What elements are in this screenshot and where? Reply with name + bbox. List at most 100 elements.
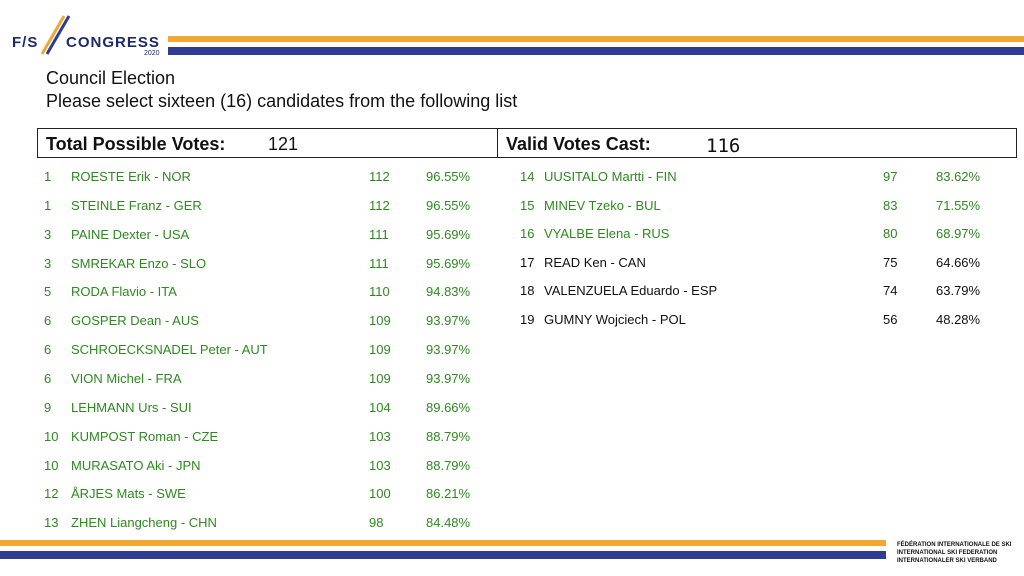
candidate-percentage: 68.97% xyxy=(936,226,981,241)
candidate-rank: 6 xyxy=(44,313,52,329)
candidate-rank: 1 xyxy=(44,169,52,184)
candidate-row: 5 RODA Flavio - ITA 110 94.83% xyxy=(0,284,1024,302)
candidate-row: 1 ROESTE Erik - NOR 112 96.55% xyxy=(0,169,1024,187)
candidate-name: MURASATO Aki - JPN xyxy=(71,457,201,473)
total-possible-votes-box: Total Possible Votes: 121 xyxy=(37,128,498,158)
candidate-name: VION Michel - FRA xyxy=(71,370,182,386)
candidate-name: SMREKAR Enzo - SLO xyxy=(71,255,207,271)
candidate-row: 6 VION Michel - FRA 109 93.97% xyxy=(0,371,1024,389)
candidate-percentage: 63.79% xyxy=(936,283,981,298)
candidate-percentage: 96.55% xyxy=(426,197,471,213)
candidate-row: 6 GOSPER Dean - AUS 109 93.97% xyxy=(0,313,1024,331)
candidate-rank: 10 xyxy=(44,457,59,473)
candidate-row: 14 UUSITALO Martti - FIN 97 83.62% xyxy=(0,169,1024,187)
candidate-votes: 109 xyxy=(369,313,391,329)
candidate-rank: 13 xyxy=(44,515,59,531)
candidate-votes: 103 xyxy=(369,457,391,473)
candidate-row: 19 GUMNY Wojciech - POL 56 48.28% xyxy=(0,312,1024,330)
candidate-rank: 3 xyxy=(44,226,52,242)
candidate-row: 10 MURASATO Aki - JPN 103 88.79% xyxy=(0,458,1024,476)
candidate-name: LEHMANN Urs - SUI xyxy=(71,399,192,415)
candidate-votes: 97 xyxy=(883,169,898,184)
candidate-percentage: 95.69% xyxy=(426,226,471,242)
candidate-name: GUMNY Wojciech - POL xyxy=(544,311,686,327)
candidate-name: STEINLE Franz - GER xyxy=(71,197,202,213)
top-blue-stripe xyxy=(168,47,1024,55)
logo-congress-text: CONGRESS xyxy=(66,34,160,51)
candidate-name: ÅRJES Mats - SWE xyxy=(71,486,186,502)
page-subtitle: Please select sixteen (16) candidates fr… xyxy=(46,91,518,111)
candidate-row: 3 PAINE Dexter - USA 111 95.69% xyxy=(0,227,1024,245)
candidate-percentage: 94.83% xyxy=(426,284,471,300)
candidate-rank: 10 xyxy=(44,428,59,444)
page-title: Council Election xyxy=(46,68,176,88)
candidate-percentage: 93.97% xyxy=(426,313,471,329)
candidate-row: 9 LEHMANN Urs - SUI 104 89.66% xyxy=(0,400,1024,418)
candidate-percentage: 48.28% xyxy=(936,311,981,327)
page-heading: Council Election Please select sixteen (… xyxy=(46,67,517,113)
ski-tracks-logo-icon xyxy=(40,15,71,55)
candidate-votes: 109 xyxy=(369,342,391,358)
candidate-percentage: 93.97% xyxy=(426,370,471,386)
candidate-rank: 12 xyxy=(44,486,59,502)
candidate-row: 3 SMREKAR Enzo - SLO 111 95.69% xyxy=(0,256,1024,274)
candidate-votes: 111 xyxy=(369,255,389,271)
candidate-rank: 18 xyxy=(520,283,535,298)
candidate-name: VALENZUELA Eduardo - ESP xyxy=(544,283,718,298)
candidate-votes: 75 xyxy=(883,254,898,270)
candidate-row: 15 MINEV Tzeko - BUL 83 71.55% xyxy=(0,198,1024,216)
candidate-votes: 98 xyxy=(369,515,384,531)
candidate-rank: 9 xyxy=(44,399,52,415)
candidate-name: PAINE Dexter - USA xyxy=(71,226,190,242)
candidate-votes: 104 xyxy=(369,399,391,415)
candidate-name: READ Ken - CAN xyxy=(544,254,646,270)
candidate-percentage: 88.79% xyxy=(426,428,471,444)
candidate-votes: 74 xyxy=(883,283,898,298)
candidate-rank: 14 xyxy=(520,169,535,184)
candidate-votes: 112 xyxy=(369,197,390,213)
candidate-percentage: 95.69% xyxy=(426,255,471,271)
candidate-row: 6 SCHROECKSNADEL Peter - AUT 109 93.97% xyxy=(0,342,1024,360)
logo-fis-text: F/S xyxy=(12,34,39,51)
candidate-row: 12 ÅRJES Mats - SWE 100 86.21% xyxy=(0,486,1024,504)
org-line-fr: FÉDÉRATION INTERNATIONALE DE SKI xyxy=(897,542,1012,548)
candidate-percentage: 93.97% xyxy=(426,342,471,358)
candidate-name: RODA Flavio - ITA xyxy=(71,284,177,300)
candidate-rank: 5 xyxy=(44,284,52,300)
candidate-row: 13 ZHEN Liangcheng - CHN 98 84.48% xyxy=(0,515,1024,533)
candidate-name: KUMPOST Roman - CZE xyxy=(71,428,219,444)
candidate-rank: 1 xyxy=(44,197,52,213)
candidate-percentage: 71.55% xyxy=(936,197,981,213)
candidate-row: 17 READ Ken - CAN 75 64.66% xyxy=(0,255,1024,273)
candidate-votes: 83 xyxy=(883,197,898,213)
candidate-name: VYALBE Elena - RUS xyxy=(544,226,670,241)
candidate-row: 10 KUMPOST Roman - CZE 103 88.79% xyxy=(0,429,1024,447)
candidate-row: 1 STEINLE Franz - GER 112 96.55% xyxy=(0,198,1024,216)
candidate-rank: 16 xyxy=(520,226,535,241)
bottom-blue-stripe xyxy=(0,551,886,559)
total-possible-votes-value: 121 xyxy=(268,134,299,154)
candidate-name: GOSPER Dean - AUS xyxy=(71,313,199,329)
candidate-percentage: 96.55% xyxy=(426,169,471,184)
candidate-rank: 17 xyxy=(520,254,535,270)
logo-year: 2020 xyxy=(144,50,160,57)
candidate-votes: 110 xyxy=(369,284,390,300)
candidate-percentage: 84.48% xyxy=(426,515,471,531)
candidate-row: 18 VALENZUELA Eduardo - ESP 74 63.79% xyxy=(0,283,1024,301)
candidate-percentage: 88.79% xyxy=(426,457,471,473)
candidate-rank: 6 xyxy=(44,342,52,358)
candidate-name: ROESTE Erik - NOR xyxy=(71,169,191,184)
candidate-rank: 15 xyxy=(520,197,535,213)
candidate-votes: 100 xyxy=(369,486,391,502)
candidate-votes: 80 xyxy=(883,226,898,241)
federation-name: FÉDÉRATION INTERNATIONALE DE SKI INTERNA… xyxy=(897,541,1011,565)
candidate-percentage: 83.62% xyxy=(936,169,981,184)
candidate-votes: 56 xyxy=(883,311,898,327)
valid-votes-cast-label: Valid Votes Cast: xyxy=(506,134,651,154)
valid-votes-cast-value: 116 xyxy=(706,135,741,157)
candidate-votes: 109 xyxy=(369,370,391,386)
bottom-gold-stripe xyxy=(0,540,886,546)
candidate-votes: 111 xyxy=(369,226,389,242)
candidate-rank: 19 xyxy=(520,311,535,327)
candidate-rank: 3 xyxy=(44,255,52,271)
